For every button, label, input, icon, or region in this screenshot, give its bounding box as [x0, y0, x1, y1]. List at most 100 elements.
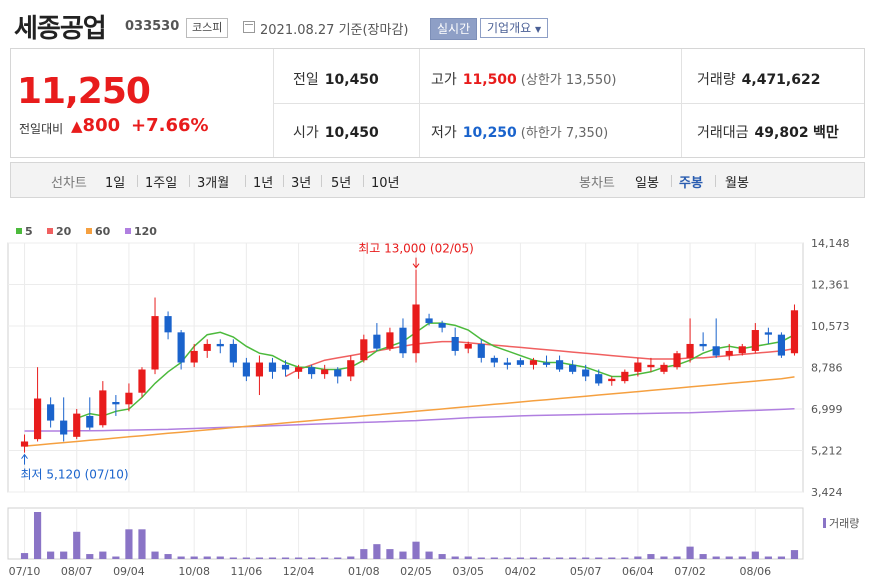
y-tick-label: 5,212: [811, 444, 843, 457]
realtime-button[interactable]: 실시간: [430, 18, 478, 40]
volume-bar: [125, 529, 133, 559]
candle-body: [33, 398, 42, 440]
candle-body: [177, 332, 185, 363]
low-price: 저가 10,250 (하한가 7,350): [431, 122, 608, 142]
period-1w[interactable]: 1주일: [145, 176, 178, 191]
candle-body: [490, 357, 498, 363]
volume-bar: [216, 556, 224, 559]
low-value: 10,250: [462, 125, 517, 141]
separator: [363, 175, 364, 187]
y-tick-label: 12,361: [811, 278, 850, 291]
candle-body: [725, 350, 733, 356]
candle-body: [686, 343, 694, 358]
open-price: 시가 10,450: [293, 122, 379, 142]
candle-body: [516, 360, 525, 365]
y-axis: 14,148 12,361 10,573 8,786 6,999 5,212 3,424 거래…: [811, 237, 859, 530]
volume-bar: [203, 556, 211, 559]
x-tick-label: 12/04: [283, 565, 315, 578]
legend-swatch-60: [86, 228, 92, 234]
volume-bar: [634, 556, 642, 559]
candle-body: [438, 323, 446, 328]
volume-bar: [281, 557, 290, 559]
x-tick-label: 10/08: [178, 565, 210, 578]
volume-bar: [438, 554, 446, 559]
volume: 거래량 4,471,622: [697, 69, 820, 89]
amount-value: 49,802: [754, 125, 809, 141]
line-chart-label: 선차트: [51, 176, 87, 191]
volume-bar: [569, 557, 577, 559]
period-3y[interactable]: 3년: [291, 176, 312, 191]
period-5y[interactable]: 5년: [331, 176, 352, 191]
candle-body: [764, 332, 772, 335]
volume-legend-label: 거래량: [829, 517, 859, 530]
volume-bar: [347, 556, 355, 559]
volume-bar: [503, 557, 511, 559]
candle-body: [86, 415, 94, 428]
candle-body: [529, 360, 538, 365]
candle-body: [268, 362, 277, 372]
divider: [273, 103, 864, 104]
change-label: 전일대비: [19, 122, 64, 136]
high-arrow-icon: [412, 257, 420, 269]
x-tick-label: 08/06: [739, 565, 771, 578]
period-3m[interactable]: 3개월: [197, 176, 230, 191]
candle-monthly[interactable]: 월봉: [725, 176, 749, 191]
legend-swatch-120: [125, 228, 131, 234]
x-tick-label: 05/07: [570, 565, 602, 578]
candle-body: [347, 360, 355, 377]
candle-body: [451, 336, 459, 351]
volume-bar: [477, 557, 485, 559]
period-1y[interactable]: 1년: [253, 176, 274, 191]
separator: [283, 175, 284, 187]
stock-chart: 5 20 60 120 최고 13,000 (02/05) 최저 5,120 (07/1…: [7, 225, 859, 578]
quote-date: 2021.08.27 기준(장마감): [260, 23, 409, 38]
volume-bar: [229, 557, 237, 559]
company-name: 세종공업: [14, 14, 107, 44]
volume-bar: [268, 557, 277, 559]
candle-weekly[interactable]: 주봉: [679, 176, 703, 191]
candle-body: [360, 339, 368, 361]
y-tick-label: 6,999: [811, 403, 843, 416]
candle-body: [634, 362, 642, 372]
separator: [245, 175, 246, 187]
candle-body: [60, 420, 68, 435]
volume-legend-swatch: [823, 518, 826, 528]
volume-value: 4,471,622: [741, 72, 821, 88]
candle-body: [334, 369, 342, 377]
x-tick-label: 07/02: [674, 565, 706, 578]
dropdown-arrow-icon: ▼: [535, 25, 542, 34]
calendar-icon: [243, 21, 255, 33]
candle-body: [138, 369, 146, 393]
period-1d[interactable]: 1일: [105, 176, 126, 191]
volume-bar: [529, 557, 538, 559]
candle-body: [216, 343, 224, 347]
volume-bar: [33, 512, 42, 559]
volume-bar: [99, 551, 107, 559]
amount-unit: 백만: [813, 125, 839, 141]
stock-code: 033530: [125, 19, 180, 34]
candle-body: [712, 346, 720, 356]
volume-bar: [386, 549, 394, 559]
company-info-button[interactable]: 기업개요 ▼: [480, 18, 549, 38]
prev-close-value: 10,450: [324, 72, 379, 88]
candle-body: [673, 353, 681, 368]
period-10y[interactable]: 10년: [371, 176, 400, 191]
candle-body: [255, 362, 264, 377]
x-tick-label: 01/08: [348, 565, 380, 578]
candle-body: [608, 378, 616, 382]
low-arrow-icon: [21, 453, 28, 465]
candle-body: [164, 316, 172, 333]
candle-body: [73, 413, 81, 437]
candle-body: [386, 332, 394, 349]
x-tick-label: 03/05: [452, 565, 484, 578]
amount-label: 거래대금: [697, 125, 749, 141]
volume-bar: [790, 550, 799, 559]
candle-daily[interactable]: 일봉: [635, 176, 659, 191]
volume-bar: [699, 554, 707, 559]
candle-body: [582, 369, 590, 377]
volume-bar: [608, 557, 616, 559]
candle-body: [373, 334, 381, 349]
chart-controls: 선차트 1일 1주일 3개월 1년 3년 5년 10년 봉차트 일봉 주봉 월봉: [10, 162, 865, 198]
x-tick-label: 06/04: [622, 565, 654, 578]
candle-body: [281, 364, 290, 370]
